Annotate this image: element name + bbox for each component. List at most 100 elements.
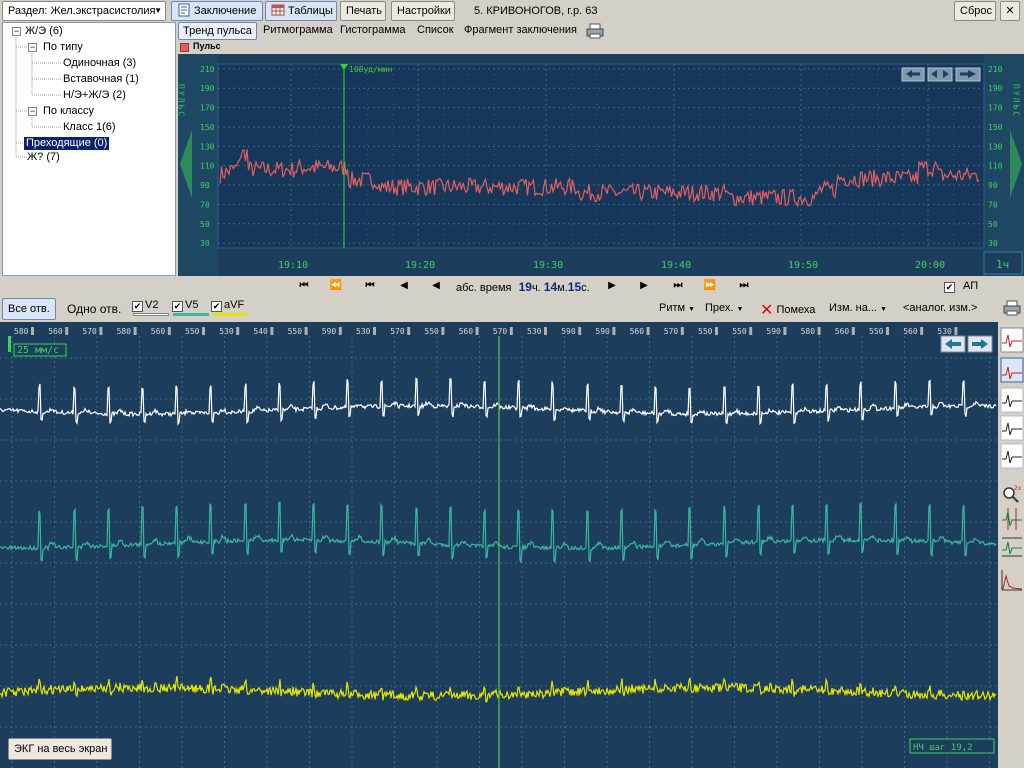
trend-cursor-label: 108уд/мин: [349, 65, 393, 74]
nav-next-event-button[interactable]: ⏭: [673, 280, 683, 291]
measure-dropdown[interactable]: Изм. на... ▼: [829, 302, 887, 314]
beat-icon[interactable]: [1000, 387, 1024, 413]
nav-fast-forward-button[interactable]: ⏩: [703, 280, 717, 291]
ecg-rr-label: 590: [595, 327, 610, 336]
print-label: Печать: [346, 5, 383, 17]
analog-measure[interactable]: <аналог. изм.>: [903, 302, 978, 314]
lead-v5-check-icon: ✔: [172, 301, 183, 312]
chevron-down-icon: ▼: [688, 306, 696, 313]
spectrum-icon[interactable]: [1000, 568, 1024, 594]
compare-icon[interactable]: [1000, 506, 1024, 532]
classes-icon[interactable]: [1000, 443, 1024, 469]
ecg-rr-label: 530: [937, 327, 952, 336]
ecg-rr-tick: [236, 327, 240, 335]
abs-time: абс. время 19ч. 14м.15с.: [456, 280, 590, 294]
trend-y-tick-right: 210: [988, 65, 1003, 74]
red-cross-icon: ✕: [760, 302, 774, 319]
ecg-rr-tick: [407, 327, 411, 335]
view-icon[interactable]: [1000, 327, 1024, 353]
tree-single[interactable]: Одиночная (3): [63, 57, 137, 69]
tree-zh-question[interactable]: Ж? (7): [27, 151, 60, 163]
nav-forward-button[interactable]: ▶: [608, 280, 616, 291]
nav-last-button[interactable]: ⏭: [739, 280, 749, 291]
tree-collapse-type[interactable]: −: [28, 42, 37, 52]
ordered-icon[interactable]: [1000, 415, 1024, 441]
trend-side-label-right: ПУЛЬС: [1012, 84, 1021, 118]
measure-icon[interactable]: [1000, 534, 1024, 560]
trend-x-tick: 19:50: [788, 260, 818, 271]
print-button[interactable]: Печать: [340, 1, 386, 21]
ecg-rr-label: 550: [869, 327, 884, 336]
tree-nzh[interactable]: Н/Э+Ж/Э (2): [63, 89, 126, 101]
ecg-fullscreen-button[interactable]: ЭКГ на весь экран: [8, 738, 112, 760]
ecg-rr-tick: [202, 327, 205, 335]
nav-next-add-button[interactable]: ▶: [640, 280, 648, 291]
tree-lines: [15, 35, 61, 158]
ecg-rr-tick: [886, 327, 889, 335]
rhythm-dropdown[interactable]: Ритм ▼: [659, 302, 695, 314]
trend-cursor-marker-icon: [340, 64, 348, 70]
tree-class1[interactable]: Класс 1(6): [63, 121, 116, 133]
category-tree: − Ж/Э (6) − По типу Одиночная (3) Вставо…: [2, 22, 176, 276]
trend-x-tick: 19:40: [661, 260, 691, 271]
abs-time-minutes: 14: [543, 280, 558, 294]
trend-y-tick-right: 90: [988, 181, 998, 190]
close-button[interactable]: ✕: [1000, 1, 1020, 21]
trend-nav-buttons[interactable]: [901, 67, 981, 82]
ecg-rr-tick: [373, 327, 376, 335]
ecg-rr-label: 560: [459, 327, 474, 336]
tree-collapse-root[interactable]: −: [12, 26, 21, 36]
tree-transient[interactable]: Преходящие (0): [24, 137, 110, 150]
nav-back-button[interactable]: ◀: [432, 280, 440, 291]
tree-root[interactable]: Ж/Э (6): [25, 25, 63, 37]
pulse-trend-chart[interactable]: 210 210 190 190 170 170 150 150 130 130 110 110 90 90…: [178, 54, 1024, 276]
tree-by-type[interactable]: По типу: [43, 41, 83, 53]
noise-button[interactable]: ✕ Помеха: [760, 300, 815, 320]
tables-button[interactable]: Таблицы: [265, 1, 337, 21]
reset-label: Сброс: [960, 5, 992, 17]
trend-y-tick-right: 130: [988, 142, 1003, 151]
one-lead-button[interactable]: Одно отв.: [67, 302, 122, 316]
zoom-icon[interactable]: 2x: [1000, 482, 1024, 508]
section-dropdown[interactable]: Раздел: Жел.экстрасистолия ▼: [2, 1, 166, 21]
ecg-nav-buttons[interactable]: [940, 335, 993, 353]
ecg-rr-tick: [509, 327, 513, 335]
pulse-legend-label: Пульс: [193, 41, 221, 51]
reset-button[interactable]: Сброс: [954, 1, 996, 21]
all-leads-button[interactable]: Все отв.: [2, 298, 56, 320]
nav-prev-add-button[interactable]: ◀: [400, 280, 408, 291]
ecg-chart[interactable]: 580 560 570 580 560 550 530 540 550 590 530 570 550 5…: [0, 322, 998, 768]
conclusion-label: Заключение: [194, 5, 257, 17]
ecg-printer-icon[interactable]: [1003, 300, 1021, 316]
printer-icon[interactable]: [586, 23, 604, 39]
ap-checkbox[interactable]: ✔ АП: [944, 280, 978, 293]
ecg-rr-label: 580: [14, 327, 29, 336]
settings-button[interactable]: Настройки: [391, 1, 455, 21]
nav-prev-event-button[interactable]: ⏮: [365, 280, 375, 291]
ecg-rr-tick: [133, 327, 137, 335]
ecg-rr-label: 560: [151, 327, 166, 336]
transient-dropdown[interactable]: Прех. ▼: [705, 302, 743, 314]
tree-by-class[interactable]: По классу: [43, 105, 95, 117]
tree-inserted[interactable]: Вставочная (1): [63, 73, 139, 85]
conclusion-button[interactable]: Заключение: [171, 1, 263, 21]
ap-label: АП: [963, 280, 979, 292]
edit-icon[interactable]: [1000, 357, 1024, 383]
ecg-rr-label: 530: [356, 327, 371, 336]
nav-fast-back-button[interactable]: ⏪: [329, 280, 343, 291]
tab-rhythmogram[interactable]: Ритмограмма: [263, 24, 333, 36]
lead-v5-toggle[interactable]: ✔ V5: [172, 299, 198, 312]
tab-histogram[interactable]: Гистограмма: [340, 24, 406, 36]
tab-list[interactable]: Список: [417, 24, 454, 36]
ecg-rr-label: 570: [493, 327, 508, 336]
tab-pulse-trend[interactable]: Тренд пульса: [178, 22, 257, 40]
nav-first-button[interactable]: ⏮: [299, 280, 309, 291]
ecg-rr-label: 550: [185, 327, 200, 336]
trend-y-tick-left: 70: [200, 200, 210, 209]
lead-v5-swatch: [173, 313, 209, 316]
tab-conclusion-fragment[interactable]: Фрагмент заключения: [464, 24, 578, 36]
lead-avf-toggle[interactable]: ✔ aVF: [211, 299, 244, 312]
tree-collapse-class[interactable]: −: [28, 106, 37, 116]
ecg-rr-tick: [783, 327, 787, 335]
lead-v2-toggle[interactable]: ✔ V2: [132, 299, 158, 312]
